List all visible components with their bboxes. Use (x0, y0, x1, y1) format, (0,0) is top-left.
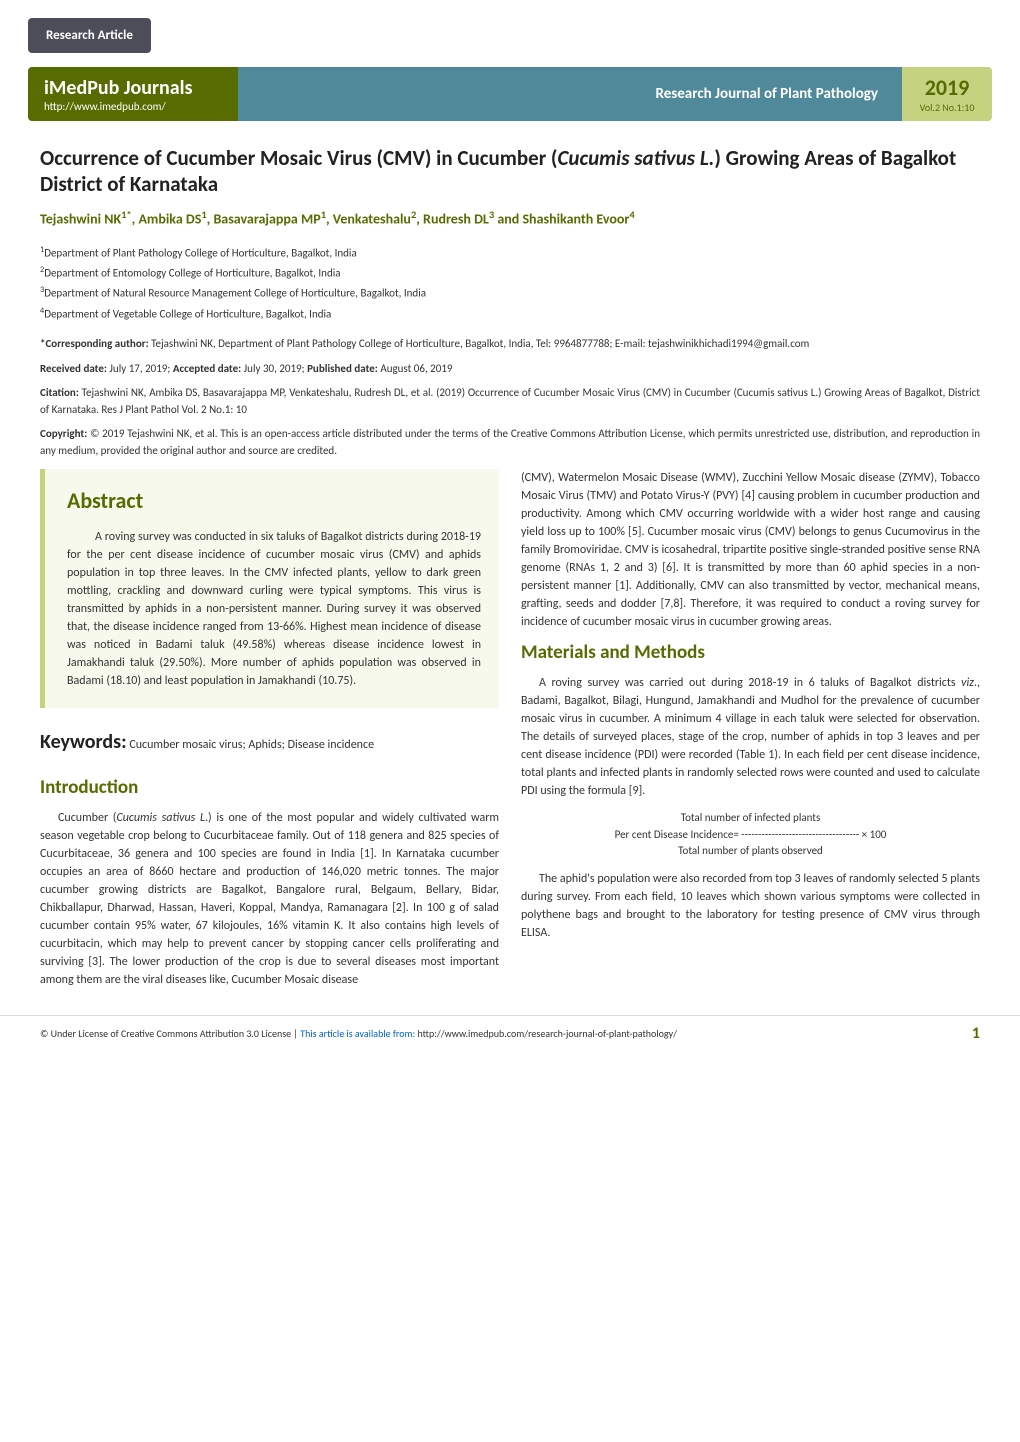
mm-p1-b: ., Badami, Bagalkot, Bilagi, Hungund, Ja… (521, 676, 980, 798)
affiliation-1: 11Department of Plant Pathology College … (40, 243, 980, 263)
affiliation-4: 4Department of Vegetable College of Hort… (40, 304, 980, 324)
footer-link-label: This article is available from: (300, 1027, 415, 1040)
sup-2: 2 (40, 265, 44, 275)
accepted-date: July 30, 2019; (241, 362, 307, 375)
volume-issue: Vol.2 No.1:10 (920, 101, 975, 114)
header-bar: iMedPub Journals http://www.imedpub.com/… (28, 67, 992, 121)
affiliations-block: 11Department of Plant Pathology College … (40, 243, 980, 324)
formula-line: Per cent Disease Incidence= ------------… (521, 827, 980, 844)
sup-4: 4 (40, 306, 44, 316)
left-column: Abstract A roving survey was conducted i… (40, 469, 499, 999)
article-type-badge: Research Article (28, 18, 151, 53)
abstract-text: A roving survey was conducted in six tal… (67, 528, 481, 690)
published-date: August 06, 2019 (378, 362, 453, 375)
dates-block: Received date: July 17, 2019; Accepted d… (40, 361, 980, 378)
imedpub-url: http://www.imedpub.com/ (44, 100, 222, 113)
mm-p1-a: A roving survey was carried out during 2… (539, 676, 961, 690)
formula-numerator: Total number of infected plants (521, 810, 980, 827)
introduction-heading: Introduction (40, 776, 499, 799)
keywords-label: Keywords: (40, 730, 127, 754)
citation-text: Tejashwini NK, Ambika DS, Basavarajappa … (40, 386, 980, 416)
title-species-name: Cucumis sativus L. (557, 145, 714, 171)
affiliation-2: 2Department of Entomology College of Hor… (40, 263, 980, 283)
header-area: Research Article iMedPub Journals http:/… (0, 0, 1020, 121)
footer-left: © Under License of Creative Commons Attr… (40, 1027, 677, 1040)
mm-viz: viz (961, 676, 974, 690)
corresponding-text: Tejashwini NK, Department of Plant Patho… (149, 337, 810, 350)
intro-paragraph-1: Cucumber (Cucumis sativus L.) is one of … (40, 809, 499, 989)
keywords-text: Cucumber mosaic virus; Aphids; Disease i… (127, 738, 374, 752)
page-number: 1 (972, 1024, 980, 1043)
intro-p1-b: .) is one of the most popular and widely… (40, 811, 499, 987)
imedpub-title: iMedPub Journals (44, 76, 222, 100)
footer-link-url: http://www.imedpub.com/research-journal-… (417, 1027, 677, 1040)
accepted-label: Accepted date: (173, 362, 241, 375)
right-column: (CMV), Watermelon Mosaic Disease (WMV), … (521, 469, 980, 999)
copyright-label: Copyright: (40, 427, 87, 440)
materials-methods-heading: Materials and Methods (521, 641, 980, 664)
sup-1: 1 (40, 245, 44, 255)
license-text: © Under License of Creative Commons Attr… (40, 1027, 300, 1040)
title-part-1: Occurrence of Cucumber Mosaic Virus (CMV… (40, 145, 557, 171)
right-col-p1: (CMV), Watermelon Mosaic Disease (WMV), … (521, 469, 980, 631)
copyright-block: Copyright: © 2019 Tejashwini NK, et al. … (40, 426, 980, 459)
publication-year: 2019 (925, 74, 970, 101)
citation-block: Citation: Tejashwini NK, Ambika DS, Basa… (40, 385, 980, 418)
abstract-heading: Abstract (67, 487, 481, 514)
citation-label: Citation: (40, 386, 79, 399)
two-column-layout: Abstract A roving survey was conducted i… (40, 469, 980, 999)
received-label: Received date: (40, 362, 107, 375)
sup-3: 3 (40, 285, 44, 295)
footer-bar: © Under License of Creative Commons Attr… (0, 1015, 1020, 1051)
authors-line: Tejashwini NK1*, Ambika DS1, Basavarajap… (40, 208, 980, 229)
content-area: Occurrence of Cucumber Mosaic Virus (CMV… (0, 121, 1020, 1015)
keywords-block: Keywords: Cucumber mosaic virus; Aphids;… (40, 726, 499, 758)
mm-paragraph-1: A roving survey was carried out during 2… (521, 674, 980, 800)
journal-name-bar: Research Journal of Plant Pathology (238, 67, 902, 121)
abstract-box: Abstract A roving survey was conducted i… (40, 469, 499, 708)
intro-p1-a: Cucumber ( (58, 811, 116, 825)
copyright-text: © 2019 Tejashwini NK, et al. This is an … (40, 427, 980, 457)
formula-denominator: Total number of plants observed (521, 843, 980, 860)
pdi-formula: Total number of infected plants Per cent… (521, 810, 980, 860)
mm-paragraph-2: The aphid's population were also recorde… (521, 870, 980, 942)
affiliation-3: 3Department of Natural Resource Manageme… (40, 283, 980, 303)
corresponding-label: *Corresponding author: (40, 337, 149, 350)
received-date: July 17, 2019; (107, 362, 173, 375)
journal-left-box: iMedPub Journals http://www.imedpub.com/ (28, 67, 238, 121)
year-volume-box: 2019 Vol.2 No.1:10 (902, 67, 992, 121)
published-label: Published date: (307, 362, 378, 375)
intro-species: Cucumis sativus L (116, 811, 205, 825)
corresponding-author: *Corresponding author: Tejashwini NK, De… (40, 336, 980, 353)
article-title: Occurrence of Cucumber Mosaic Virus (CMV… (40, 145, 980, 198)
